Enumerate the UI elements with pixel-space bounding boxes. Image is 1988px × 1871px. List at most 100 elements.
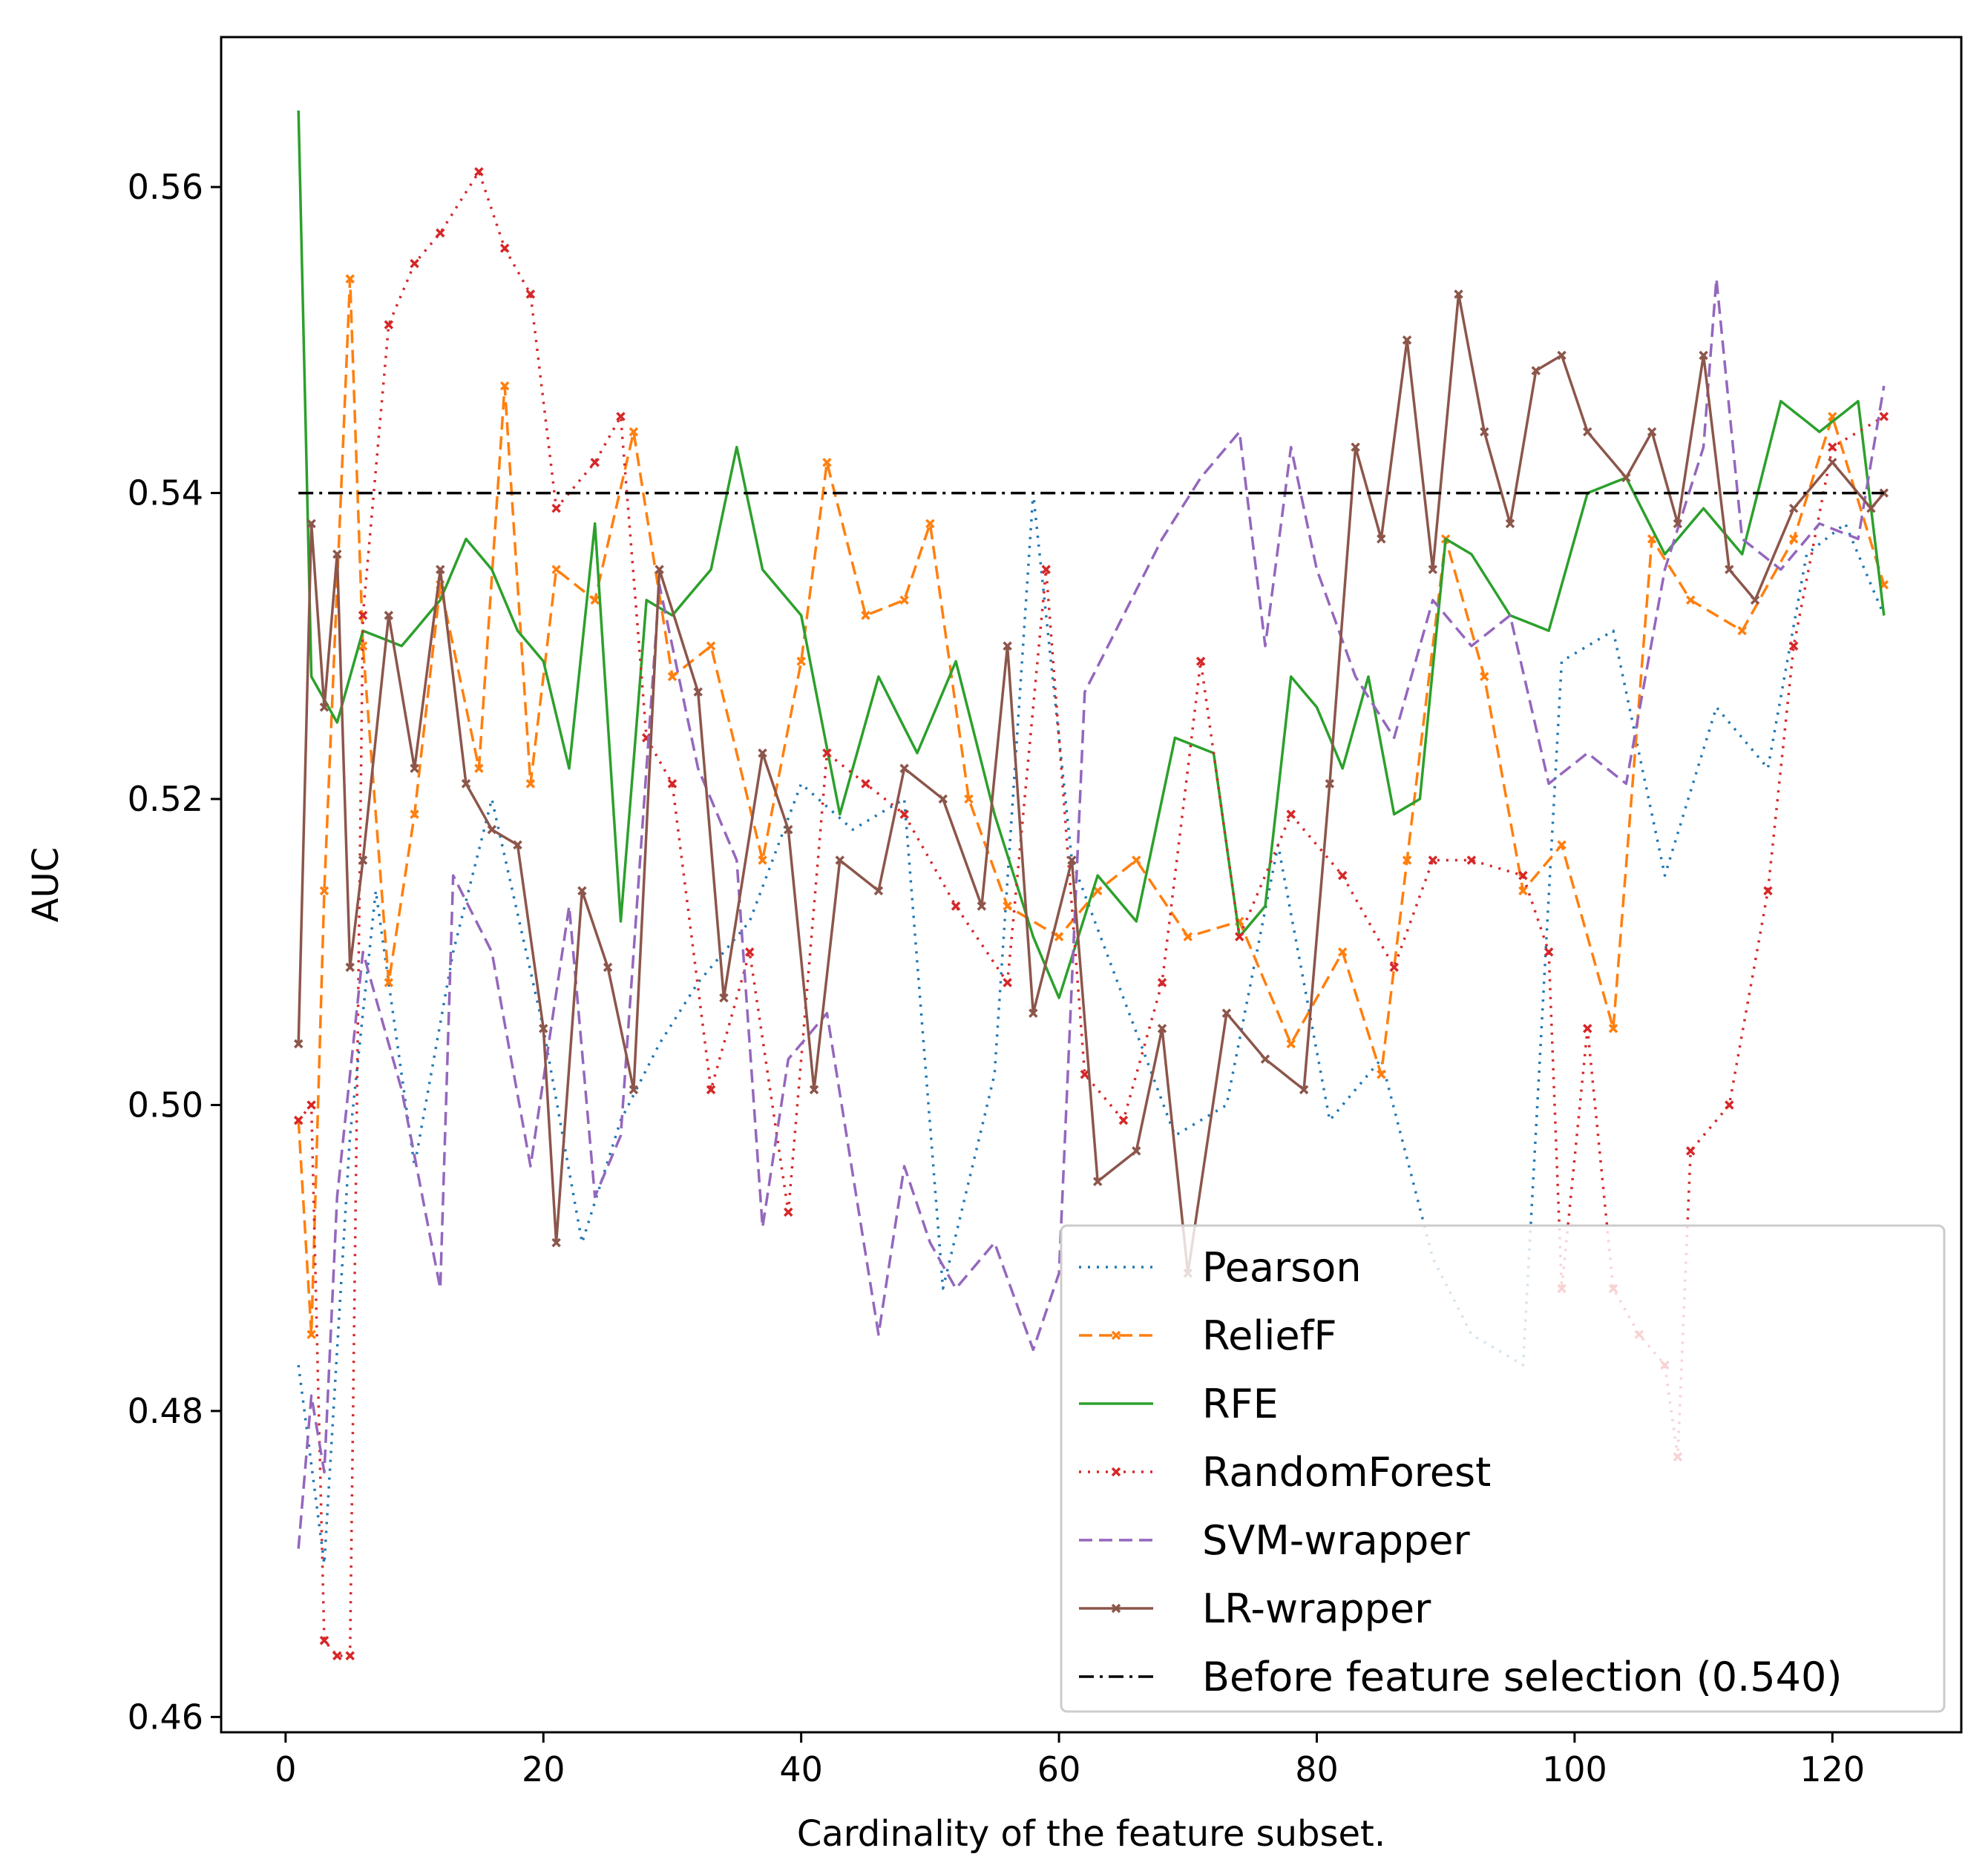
data-point-marker [1080,1069,1090,1079]
data-point-marker [1725,1100,1734,1110]
data-point-marker [667,779,678,789]
data-point-marker [436,565,445,574]
data-point-marker [410,763,419,774]
data-point-marker [1402,855,1412,865]
data-point-marker [551,1237,561,1248]
data-point-marker [861,611,870,620]
data-point-marker [667,671,678,682]
y-tick-label: 0.46 [128,1697,203,1737]
data-point-marker [293,1115,304,1125]
data-point-marker [1737,625,1747,636]
legend-label: LR-wrapper [1202,1585,1431,1632]
y-tick-label: 0.48 [128,1391,203,1431]
data-point-marker [1480,671,1489,682]
data-point-marker [306,1329,316,1340]
series-1 [293,274,1889,1340]
data-point-marker [590,458,600,467]
data-point-marker [1377,534,1386,544]
data-point-marker [1879,412,1889,421]
data-point-marker [1608,1024,1618,1033]
series-line [297,110,1886,999]
x-tick-label: 120 [1800,1749,1865,1789]
data-point-marker [1337,947,1348,957]
data-point-marker [525,289,536,299]
legend-entry: RandomForest [1079,1449,1491,1496]
legend-entry: ReliefF [1079,1312,1337,1359]
data-point-marker [693,687,703,697]
data-point-marker [436,228,445,238]
data-point-marker [384,978,394,987]
data-point-marker [345,274,355,284]
legend: Pearson ReliefF RFE RandomForest SVM-wrapper… [1060,1224,1946,1713]
data-point-marker [822,748,832,758]
series-5 [293,289,1889,1278]
data-point-marker [1118,1115,1129,1125]
x-tick-label: 40 [779,1749,823,1789]
x-tick-label: 0 [275,1749,296,1789]
data-point-marker [964,794,974,804]
data-point-marker [1518,870,1528,881]
data-point-marker [835,855,845,865]
data-point-marker [1221,1008,1232,1018]
data-point-marker [332,549,342,559]
data-point-marker [719,993,729,1003]
data-point-marker [1544,947,1554,957]
data-point-marker [539,1024,548,1033]
data-point-marker [1132,1146,1141,1156]
data-point-marker [1788,534,1799,544]
data-point-marker [293,1039,304,1049]
data-point-marker [1557,350,1567,361]
data-point-marker [1377,1069,1386,1079]
legend-label: SVM-wrapper [1202,1517,1471,1564]
data-point-marker [1685,595,1696,605]
data-point-marker [1788,641,1799,651]
data-point-marker [358,611,368,620]
data-point-marker [1428,855,1438,865]
data-point-marker [784,1207,793,1217]
data-point-marker [410,809,419,819]
data-point-marker [1531,366,1541,375]
data-point-marker [899,595,909,605]
y-tick-label: 0.56 [128,167,203,207]
data-point-marker [1647,427,1657,437]
data-point-marker [873,886,884,895]
data-point-marker [655,565,664,574]
data-point-marker [577,886,587,895]
data-point-marker [345,1651,355,1661]
data-point-marker [499,381,510,391]
data-point-marker [306,519,316,529]
data-point-marker [1725,565,1734,574]
data-point-marker [1067,855,1077,865]
data-point-marker [938,794,948,804]
y-tick-label: 0.50 [128,1085,203,1125]
data-point-marker [306,1100,316,1110]
y-tick-label: 0.54 [128,473,203,513]
data-point-marker [1699,350,1708,361]
data-point-marker [1054,932,1064,941]
data-point-marker [1583,427,1592,437]
data-point-marker [1389,962,1399,973]
data-point-marker [1402,335,1412,345]
data-point-marker [1299,1085,1309,1095]
data-point-marker [706,641,716,651]
data-point-marker [1003,901,1012,911]
data-point-marker [358,855,368,865]
data-point-marker [616,412,626,421]
legend-marker [1111,1467,1121,1477]
data-point-marker [1788,503,1799,513]
x-tick-label: 20 [522,1749,565,1789]
data-point-marker [925,519,935,529]
data-point-marker [474,167,484,177]
legend-marker [1111,1603,1121,1614]
data-point-marker [1041,565,1051,574]
series-2 [297,110,1886,999]
data-point-marker [1828,458,1837,467]
data-point-marker [1003,978,1012,987]
ticks-layer: 0 20 40 60 80 100 120 0.46 0.48 0.50 0.52 0.54 0.56 [128,167,1866,1789]
data-point-marker [758,748,767,758]
series-line [297,277,1886,1549]
data-point-marker [319,703,329,712]
data-point-marker [1621,473,1631,483]
